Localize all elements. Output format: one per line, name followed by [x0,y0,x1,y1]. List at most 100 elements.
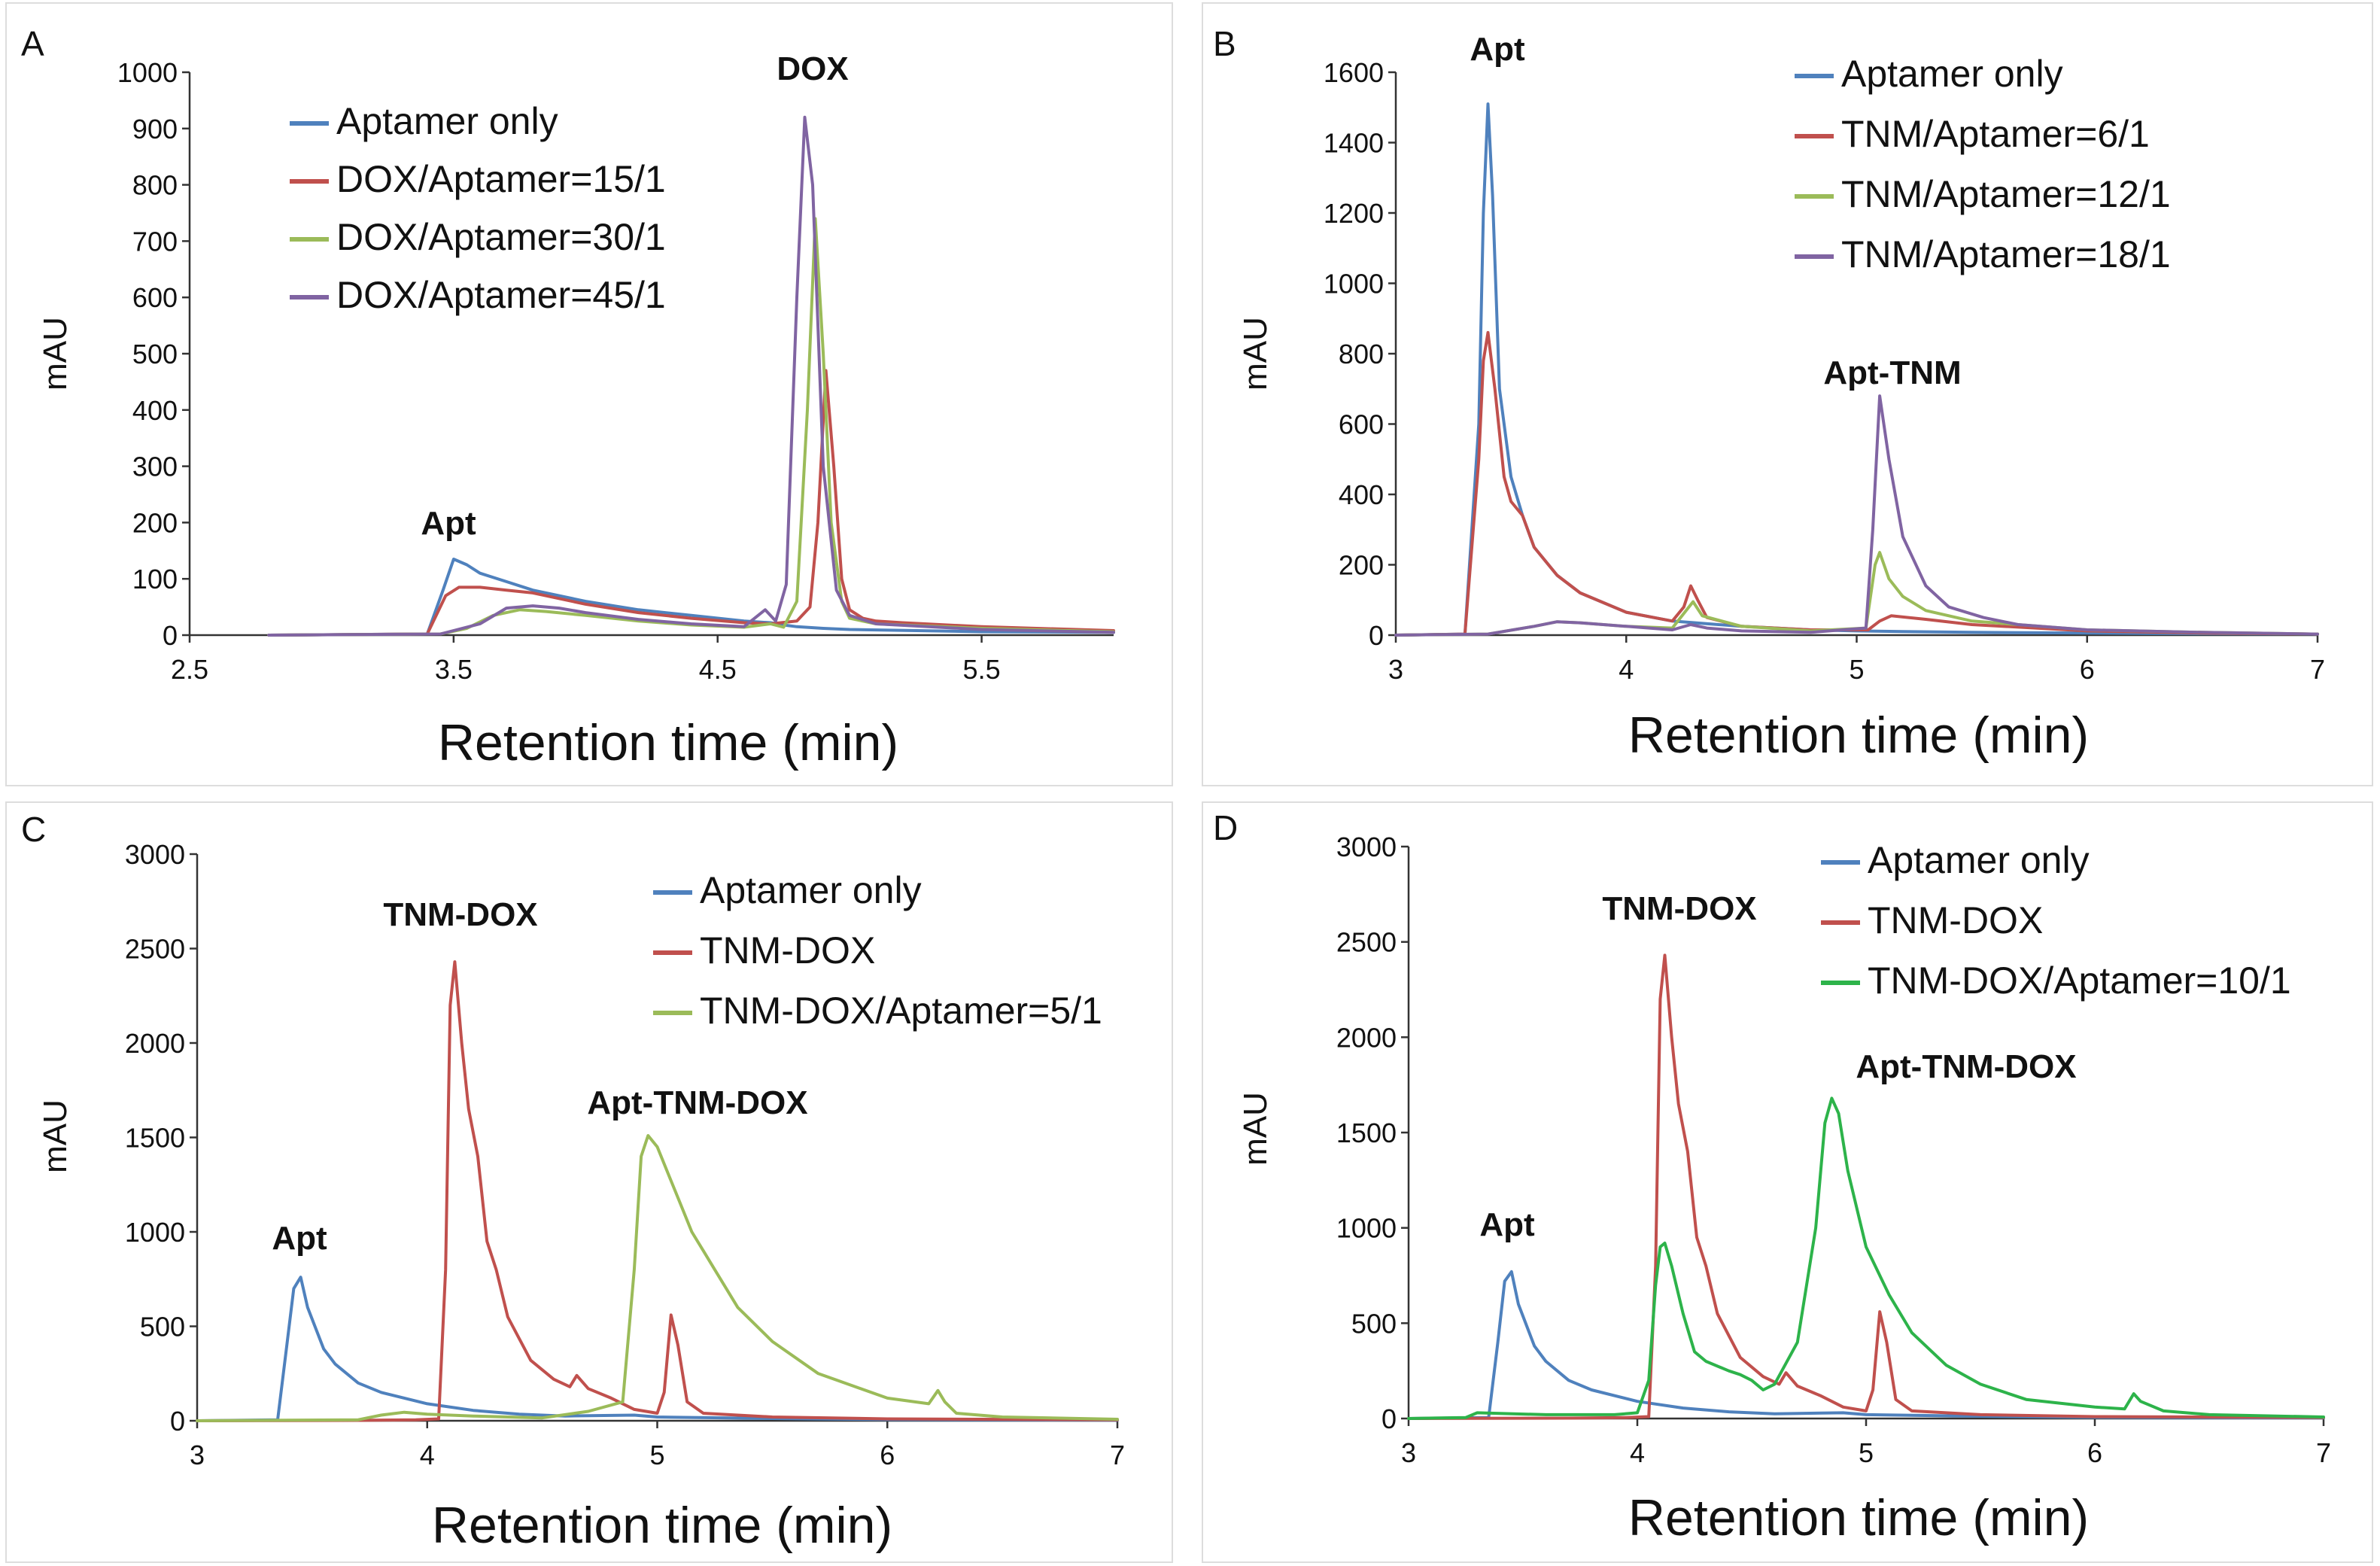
x-axis-label-c: Retention time (min) [432,1497,892,1554]
series-line-d-2 [1407,953,2325,1420]
series-line-b-4 [1394,394,2319,637]
y-tick-label: 0 [1381,1403,1397,1434]
peak-annotation: Apt [421,505,476,542]
y-tick-label: 1500 [1336,1117,1397,1148]
legend-entry: TNM-DOX/Aptamer=10/1 [1868,959,2291,1002]
series-line-c-2 [196,960,1119,1422]
y-tick-label: 2000 [125,1028,185,1059]
x-tick-label: 6 [2080,654,2095,685]
x-axis-label-d: Retention time (min) [1628,1489,2089,1546]
x-tick-label: 6 [2087,1437,2102,1468]
x-tick-label: 3 [190,1440,205,1470]
x-tick-label: 4.5 [699,654,737,685]
y-tick-label: 900 [132,114,178,144]
y-tick-label: 1000 [117,57,178,88]
y-tick-label: 1500 [125,1123,185,1154]
x-tick-label: 5 [649,1440,664,1470]
y-tick-label: 500 [140,1312,185,1343]
y-tick-label: 700 [132,226,178,257]
x-tick-label: 3 [1401,1437,1416,1468]
y-tick-label: 0 [170,1406,185,1437]
y-tick-label: 3000 [125,839,185,870]
legend-entry: DOX/Aptamer=45/1 [336,274,666,316]
y-tick-label: 2500 [125,934,185,965]
legend-entry: DOX/Aptamer=30/1 [336,216,666,258]
x-tick-label: 5 [1859,1437,1874,1468]
y-tick-label: 800 [1339,339,1384,369]
peak-annotation: Apt-TNM [1823,354,1961,391]
panel-label-b: B [1213,24,1236,63]
y-tick-label: 1000 [125,1217,185,1248]
y-tick-label: 500 [132,339,178,369]
peak-annotation: Apt [1479,1206,1535,1243]
y-tick-label: 300 [132,452,178,482]
panel-label-a: A [21,24,44,63]
x-tick-label: 4 [1619,654,1634,685]
y-tick-label: 2500 [1336,927,1397,958]
panel-d: D mAU Retention time (min) 0 500 1000 1500 2… [1202,801,2373,1563]
y-axis-label-b: mAU [1237,317,1274,391]
x-tick-label: 5.5 [963,654,1001,685]
series-line-d-1 [1407,1270,2325,1420]
legend-entry: TNM/Aptamer=12/1 [1841,173,2171,215]
x-axis-label-a: Retention time (min) [438,714,898,771]
y-tick-label: 600 [1339,409,1384,440]
series-line-d-3 [1407,1096,2325,1420]
peak-annotation: Apt [272,1220,327,1257]
x-axis-label-b: Retention time (min) [1628,707,2089,764]
legend-entry: TNM/Aptamer=18/1 [1841,233,2171,275]
legend-entry: Aptamer only [1841,53,2063,95]
y-tick-label: 800 [132,170,178,201]
panel-label-c: C [21,810,46,849]
legend-entry: TNM/Aptamer=6/1 [1841,113,2150,155]
x-tick-label: 2.5 [171,654,208,685]
x-tick-label: 7 [2316,1437,2331,1468]
series-line-b-2 [1394,330,2319,637]
y-tick-label: 0 [1369,620,1384,651]
y-tick-label: 1200 [1324,198,1384,229]
legend-entry: TNM-DOX/Aptamer=5/1 [700,990,1102,1032]
peak-annotation: DOX [777,50,848,87]
y-tick-label: 1400 [1324,128,1384,159]
peak-annotation: Apt [1470,31,1525,68]
y-tick-label: 1600 [1324,57,1384,88]
x-tick-label: 3 [1388,654,1403,685]
peak-annotation: Apt-TNM-DOX [1856,1048,2076,1085]
x-tick-label: 7 [2310,654,2325,685]
y-tick-label: 400 [132,395,178,426]
peak-annotation: TNM-DOX [383,896,537,933]
y-tick-label: 400 [1339,479,1384,510]
y-tick-label: 100 [132,564,178,594]
panel-a: A mAU Retention time (min) 0 100 200 300 400… [5,2,1173,786]
y-tick-label: 200 [132,507,178,538]
legend-entry: DOX/Aptamer=15/1 [336,158,666,200]
peak-annotation: TNM-DOX [1602,890,1756,927]
x-tick-label: 4 [1630,1437,1645,1468]
x-tick-label: 4 [420,1440,435,1470]
legend-entry: TNM-DOX [1868,899,2043,941]
y-tick-label: 3000 [1336,832,1397,862]
y-axis-label-a: mAU [37,317,74,391]
x-tick-label: 6 [880,1440,895,1470]
series-line-a-2 [267,369,1115,637]
y-tick-label: 200 [1339,550,1384,581]
y-tick-label: 600 [132,282,178,313]
panel-c: C mAU Retention time (min) 0 500 1000 1500 2… [5,801,1173,1563]
y-tick-label: 1000 [1324,269,1384,300]
panel-b: B mAU Retention time (min) 0 200 400 600 800… [1202,2,2373,786]
panel-label-d: D [1213,808,1238,847]
y-axis-label-d: mAU [1237,1092,1274,1166]
x-tick-label: 7 [1110,1440,1125,1470]
legend-entry: Aptamer only [700,869,922,911]
series-line-a-4 [267,115,1115,637]
series-line-a-1 [267,558,1115,637]
peak-annotation: Apt-TNM-DOX [587,1084,807,1121]
y-tick-label: 500 [1351,1308,1397,1339]
y-axis-label-c: mAU [37,1099,74,1173]
legend-entry: Aptamer only [1868,839,2090,881]
y-tick-label: 0 [163,620,178,651]
y-tick-label: 2000 [1336,1022,1397,1053]
series-line-c-3 [196,1134,1119,1422]
legend-entry: TNM-DOX [700,929,875,972]
